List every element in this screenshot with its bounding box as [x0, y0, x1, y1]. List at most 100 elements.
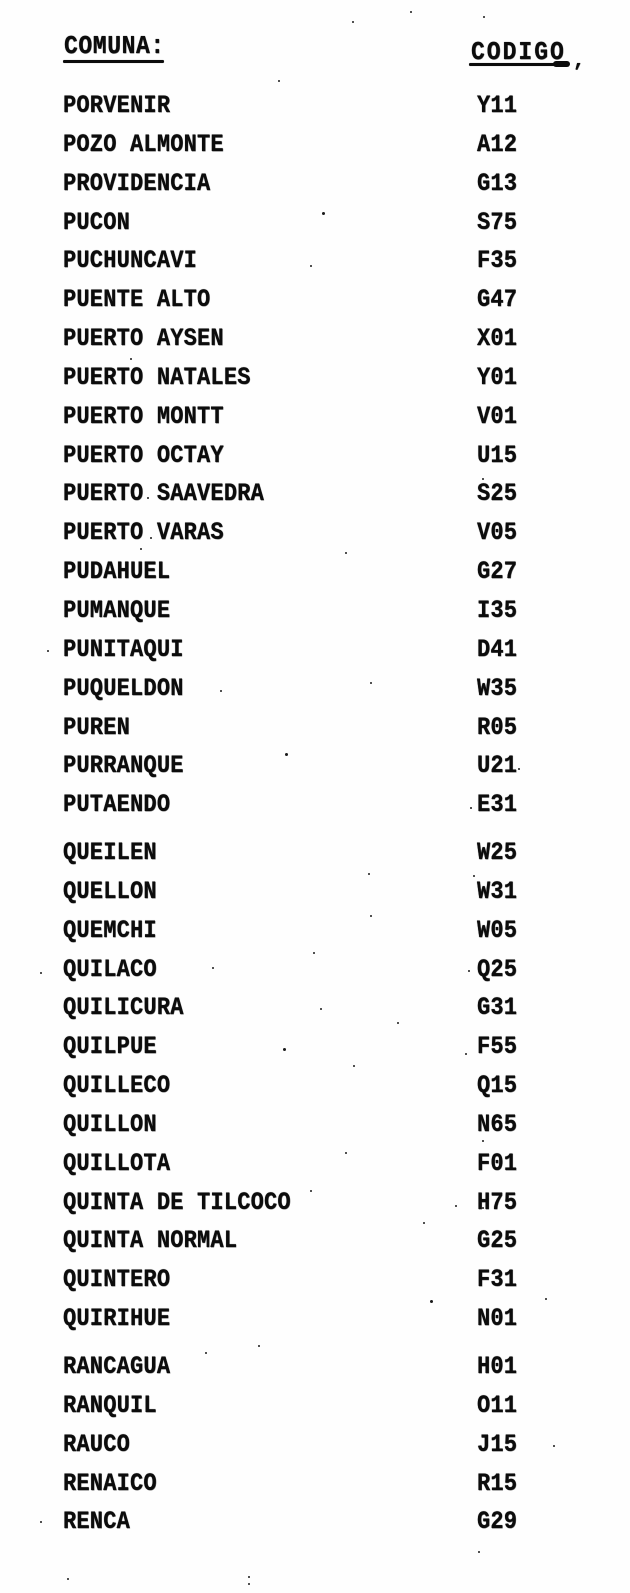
table-row: QUIRIHUE N01: [0, 1305, 630, 1344]
scan-speck: [353, 1065, 355, 1067]
codigo-header-underline: [469, 63, 569, 66]
scan-speck: [173, 758, 175, 760]
codigo-cell: N65: [477, 1110, 518, 1139]
table-group: QUEILEN W25 QUELLON W31 QUEMCHI W05 QUIL…: [0, 839, 630, 1344]
scan-speck: [518, 768, 520, 770]
codigo-cell: F55: [477, 1033, 518, 1062]
scan-speck: [278, 80, 280, 82]
table-row: PUENTE ALTO G47: [0, 286, 630, 325]
scan-speck: [130, 358, 132, 360]
comuna-cell: RANQUIL: [63, 1391, 157, 1420]
comuna-cell: PUCHUNCAVI: [63, 247, 198, 276]
codigo-cell: N01: [477, 1305, 518, 1334]
codigo-column-header: CODIGO: [471, 37, 566, 67]
table-row: PUCON S75: [0, 209, 630, 248]
table-row: PUERTO MONTT V01: [0, 403, 630, 442]
scan-speck: [322, 212, 325, 215]
table-row: RANCAGUA H01: [0, 1353, 630, 1392]
scan-speck: [258, 1345, 260, 1347]
table-row: QUILPUE F55: [0, 1033, 630, 1072]
scan-speck: [220, 690, 222, 692]
comuna-cell: QUILLOTA: [63, 1149, 171, 1178]
commune-code-table: PORVENIR Y11 POZO ALMONTE A12 PROVIDENCI…: [0, 92, 630, 1547]
comuna-column-header: COMUNA:: [64, 31, 165, 61]
scan-speck: [345, 1152, 347, 1154]
codigo-cell: R05: [477, 713, 518, 742]
codigo-cell: Q15: [477, 1071, 518, 1100]
codigo-cell: J15: [477, 1430, 518, 1459]
table-row: RANQUIL O11: [0, 1392, 630, 1431]
comuna-cell: PUREN: [63, 713, 131, 742]
table-row: QUILACO Q25: [0, 956, 630, 995]
comuna-cell: QUILICURA: [63, 994, 184, 1023]
codigo-cell: U21: [477, 752, 518, 781]
codigo-cell: I35: [477, 596, 518, 625]
comuna-cell: QUINTA NORMAL: [63, 1227, 238, 1256]
table-row: PURRANQUE U21: [0, 752, 630, 791]
codigo-cell: Q25: [477, 955, 518, 984]
table-row: QUINTA DE TILCOCO H75: [0, 1189, 630, 1228]
codigo-cell: G13: [477, 169, 518, 198]
scan-speck: [370, 682, 372, 684]
codigo-cell: Y01: [477, 363, 518, 392]
scan-speck: [283, 1048, 286, 1051]
comuna-cell: QUEMCHI: [63, 916, 157, 945]
codigo-cell: W05: [477, 916, 518, 945]
table-row: QUEILEN W25: [0, 839, 630, 878]
table-row: POZO ALMONTE A12: [0, 131, 630, 170]
scan-speck: [212, 967, 214, 969]
scan-speck: [147, 497, 149, 499]
table-row: PUERTO OCTAY U15: [0, 442, 630, 481]
codigo-cell: W25: [477, 838, 518, 867]
table-group: PORVENIR Y11 POZO ALMONTE A12 PROVIDENCI…: [0, 92, 630, 830]
comuna-cell: RAUCO: [63, 1430, 131, 1459]
scan-speck: [150, 537, 152, 539]
codigo-cell: H01: [477, 1352, 518, 1381]
codigo-cell: D41: [477, 635, 518, 664]
scan-speck: [345, 552, 347, 554]
scan-speck: [248, 1576, 250, 1578]
codigo-cell: G29: [477, 1508, 518, 1537]
codigo-cell: Y11: [477, 91, 518, 120]
table-row: QUILLON N65: [0, 1111, 630, 1150]
scan-speck: [545, 1298, 547, 1300]
comuna-cell: PUDAHUEL: [63, 558, 171, 587]
table-row: PUERTO VARAS V05: [0, 519, 630, 558]
comuna-cell: PUTAENDO: [63, 791, 171, 820]
comuna-cell: RENAICO: [63, 1469, 157, 1498]
table-row: PUMANQUE I35: [0, 597, 630, 636]
comuna-cell: PUERTO SAAVEDRA: [63, 480, 265, 509]
comuna-cell: PUNITAQUI: [63, 635, 184, 664]
table-row: PUERTO SAAVEDRA S25: [0, 480, 630, 519]
table-row: PUNITAQUI D41: [0, 636, 630, 675]
codigo-cell: G31: [477, 994, 518, 1023]
comuna-cell: QUELLON: [63, 877, 157, 906]
codigo-cell: S75: [477, 208, 518, 237]
table-row: PUCHUNCAVI F35: [0, 247, 630, 286]
comuna-cell: QUINTA DE TILCOCO: [63, 1188, 291, 1217]
scan-speck: [310, 265, 312, 267]
comuna-cell: PUCON: [63, 208, 131, 237]
table-row: PUQUELDON W35: [0, 675, 630, 714]
codigo-cell: O11: [477, 1391, 518, 1420]
scan-speck: [67, 1578, 69, 1580]
table-row: PROVIDENCIA G13: [0, 170, 630, 209]
codigo-underline-blob: [553, 61, 570, 67]
scan-speck: [423, 1222, 425, 1224]
table-row: RENAICO R15: [0, 1470, 630, 1509]
scan-speck: [483, 16, 485, 18]
comuna-cell: PURRANQUE: [63, 752, 184, 781]
comuna-cell: PUERTO OCTAY: [63, 441, 224, 470]
codigo-cell: W35: [477, 674, 518, 703]
scan-speck: [313, 952, 315, 954]
scan-speck: [320, 1008, 322, 1010]
comuna-cell: PORVENIR: [63, 91, 171, 120]
codigo-cell: X01: [477, 324, 518, 353]
comuna-cell: PUERTO AYSEN: [63, 324, 224, 353]
codigo-cell: V01: [477, 402, 518, 431]
codigo-cell: V05: [477, 519, 518, 548]
table-group: RANCAGUA H01 RANQUIL O11 RAUCO J15 RENAI…: [0, 1353, 630, 1547]
scan-speck: [285, 753, 288, 756]
table-row: QUEMCHI W05: [0, 917, 630, 956]
scan-speck: [482, 1207, 484, 1209]
